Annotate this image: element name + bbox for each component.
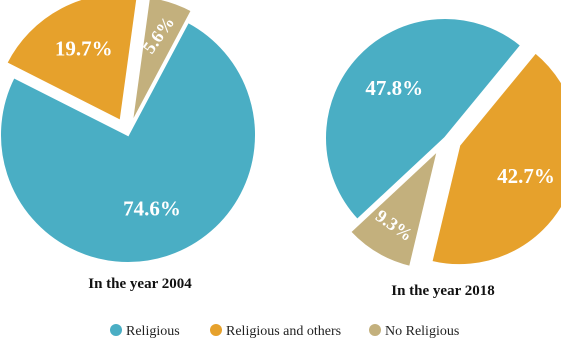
pie-chart-2004: 74.6%19.7% 5.6% [0, 0, 257, 264]
pie-slice-no-religious [348, 147, 440, 269]
slice-label-religious: 47.8% [365, 76, 423, 100]
pie-chart-2018: 47.8%42.7%9.3% [324, 17, 561, 269]
legend-label-religious-and-others: Religious and others [226, 324, 341, 339]
legend: Religious Religious and others No Religi… [110, 324, 459, 339]
slice-label-religious-and-others: 42.7% [497, 164, 555, 188]
pie-slice-religious-and-others [430, 51, 561, 267]
legend-swatch-religious [110, 324, 122, 336]
slice-label-religious-and-others: 19.7% [55, 36, 113, 60]
legend-swatch-religious-and-others [210, 324, 222, 336]
pie-slice-no-religious [130, 0, 194, 125]
chart-title-2018: In the year 2018 [391, 283, 494, 299]
pie-slice-religious-and-others [5, 0, 139, 123]
pie-slice-religious [0, 20, 257, 264]
legend-label-religious: Religious [126, 324, 180, 339]
pie-slice-religious [324, 17, 523, 222]
legend-swatch-no-religious [369, 324, 381, 336]
slice-label-religious: 74.6% [123, 196, 181, 220]
chart-title-2004: In the year 2004 [88, 276, 192, 292]
legend-label-no-religious: No Religious [385, 324, 459, 339]
